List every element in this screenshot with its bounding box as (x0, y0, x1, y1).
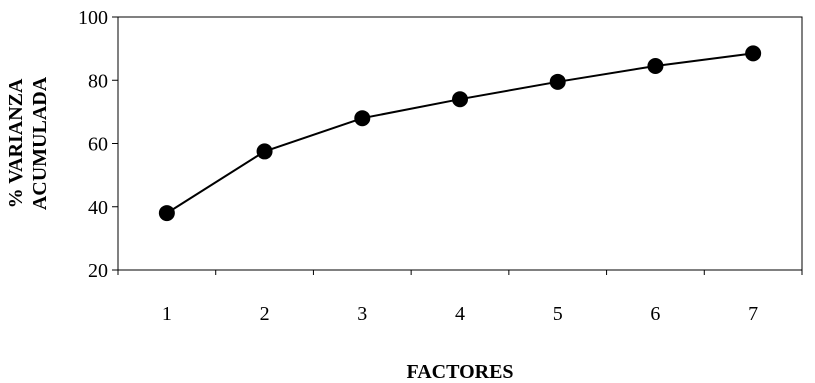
x-tick-label: 5 (553, 303, 563, 325)
y-tick-label: 20 (88, 260, 108, 282)
y-tick-label: 100 (78, 7, 108, 29)
plot-area-frame (117, 16, 803, 271)
y-axis-ticks: 20 40 60 80 100 (78, 7, 118, 282)
series-group (158, 45, 762, 222)
data-point (256, 143, 273, 160)
y-tick-label: 60 (88, 134, 108, 156)
x-tick-label: 2 (260, 303, 270, 325)
y-tick-label: 80 (88, 70, 108, 92)
x-tick-label: 7 (748, 303, 758, 325)
y-axis-title-line: % VARIANZA (5, 78, 27, 208)
x-tick-label: 4 (455, 303, 465, 325)
x-axis-title: FACTORES (406, 361, 513, 383)
series-line (166, 52, 754, 214)
data-point (647, 58, 664, 75)
data-point (452, 91, 468, 108)
data-point (549, 73, 566, 90)
y-axis-title: % VARIANZA ACUMULADA (5, 76, 51, 210)
x-tick-label: 6 (650, 303, 660, 325)
data-point (158, 205, 175, 222)
x-tick-label: 3 (357, 303, 367, 325)
y-axis-title-line: ACUMULADA (29, 76, 51, 210)
x-tick-label: 1 (162, 303, 172, 325)
data-point (354, 110, 371, 127)
data-point (745, 45, 762, 62)
y-tick-label: 40 (88, 197, 108, 219)
x-axis-ticks: 1 2 3 4 5 6 7 (117, 270, 803, 325)
